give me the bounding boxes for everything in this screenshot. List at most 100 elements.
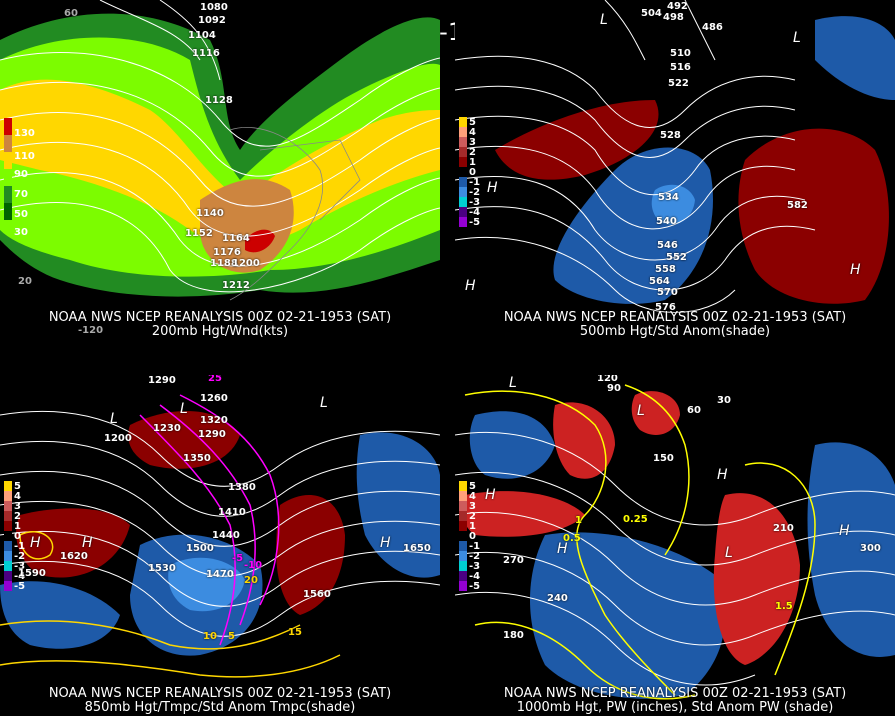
legend-tick: 4 xyxy=(469,491,476,502)
contour-label: 582 xyxy=(787,200,808,211)
contour-label: 1164 xyxy=(222,233,250,244)
legend-tick: -5 xyxy=(14,581,26,592)
legend-tick: -3 xyxy=(469,561,481,572)
temp-label: -5 xyxy=(232,553,244,564)
legend-200mb xyxy=(4,118,12,220)
contour-label: 1152 xyxy=(185,228,213,239)
contour-label: 558 xyxy=(655,264,676,275)
legend-tick: 70 xyxy=(14,189,28,200)
contour-label: 180 xyxy=(503,630,524,641)
high-marker: H xyxy=(380,535,391,551)
contour-label: 576 xyxy=(655,302,676,313)
contour-label: 1500 xyxy=(186,543,214,554)
high-marker: H xyxy=(82,535,93,551)
contour-label: 1410 xyxy=(218,507,246,518)
legend-tick: 2 xyxy=(14,511,21,522)
legend-tick: -4 xyxy=(469,571,481,582)
panel-caption-field: 1000mb Hgt, PW (inches), Std Anom PW (sh… xyxy=(516,700,834,715)
contour-label: 1470 xyxy=(206,569,234,580)
map-500mb xyxy=(455,0,895,340)
anom-neg-large xyxy=(530,532,725,699)
legend-tick: 0 xyxy=(469,167,476,178)
legend-tick: -5 xyxy=(469,581,481,592)
height-contours-1000mb xyxy=(455,432,895,686)
legend-tick: 4 xyxy=(469,127,476,138)
contour-label: 564 xyxy=(649,276,670,287)
low-marker: L xyxy=(637,403,645,419)
anom-pos-center xyxy=(713,493,800,665)
legend-tick: 1 xyxy=(14,521,21,532)
legend-tick: 110 xyxy=(14,151,35,162)
legend-1000mb xyxy=(459,481,467,591)
anom-pos-north xyxy=(553,402,615,479)
contour-label: 570 xyxy=(657,287,678,298)
legend-tick: 0 xyxy=(14,531,21,542)
panel-850mb-temp: 5 4 3 2 1 0 -1 -2 -3 -4 -5 1290 1260 123… xyxy=(0,375,440,716)
lat-label: 60 xyxy=(64,8,78,19)
legend-tick: 2 xyxy=(469,147,476,158)
contour-label: 504 xyxy=(641,8,662,19)
wind-core-red xyxy=(245,229,275,253)
contour-label: 516 xyxy=(670,62,691,73)
legend-tick: -4 xyxy=(469,207,481,218)
anom-neg-east xyxy=(807,442,895,657)
temp-label: 5 xyxy=(228,631,235,642)
contour-label: 1140 xyxy=(196,208,224,219)
height-contours-500mb xyxy=(455,0,816,313)
legend-tick: 3 xyxy=(469,501,476,512)
contour-label: 486 xyxy=(702,22,723,33)
contour-label: 1212 xyxy=(222,280,250,291)
contour-label: 1290 xyxy=(148,375,176,386)
high-marker: H xyxy=(557,541,568,557)
legend-tick: 130 xyxy=(14,128,35,139)
legend-500mb xyxy=(459,117,467,227)
contour-label: 240 xyxy=(547,593,568,604)
lon-label: -120 xyxy=(78,325,104,336)
contour-label: 546 xyxy=(657,240,678,251)
contour-label: 498 xyxy=(663,12,684,23)
anom-neg-east xyxy=(356,432,440,578)
high-marker: H xyxy=(487,180,498,196)
legend-tick: 0 xyxy=(469,531,476,542)
pw-label: 1.5 xyxy=(775,601,793,612)
temp-label: 25 xyxy=(208,375,222,384)
temp-label: 20 xyxy=(244,575,258,586)
low-marker: L xyxy=(793,30,801,46)
contour-label: 552 xyxy=(666,252,687,263)
low-marker: L xyxy=(600,12,608,28)
legend-tick: -4 xyxy=(14,571,26,582)
legend-tick: 3 xyxy=(14,501,21,512)
wind-band-orange xyxy=(200,179,294,273)
contour-label: 1620 xyxy=(60,551,88,562)
contour-label: 1200 xyxy=(104,433,132,444)
contour-label: 1260 xyxy=(200,393,228,404)
contour-label: 1380 xyxy=(228,482,256,493)
legend-tick: 5 xyxy=(469,117,476,128)
legend-tick: -3 xyxy=(14,561,26,572)
contour-label: 528 xyxy=(660,130,681,141)
anom-neg-sw xyxy=(0,581,120,649)
contour-label: 150 xyxy=(653,453,674,464)
legend-tick: 2 xyxy=(469,511,476,522)
pw-contours xyxy=(464,384,816,700)
wind-band-yellow xyxy=(0,79,440,245)
contour-label: 1530 xyxy=(148,563,176,574)
legend-tick: -1 xyxy=(469,541,481,552)
anom-pos-west xyxy=(495,100,659,180)
legend-tick: 3 xyxy=(469,137,476,148)
contour-label: 1440 xyxy=(212,530,240,541)
map-850mb xyxy=(0,375,440,716)
panel-caption-field: 850mb Hgt/Tmpc/Std Anom Tmpc(shade) xyxy=(84,700,356,715)
anom-pos-east xyxy=(276,495,345,615)
high-marker: H xyxy=(485,487,496,503)
anom-neg-core xyxy=(168,557,245,612)
high-marker: H xyxy=(850,262,861,278)
contour-label: 1080 xyxy=(200,2,228,13)
legend-850mb xyxy=(4,481,12,591)
anom-neg-ne xyxy=(815,16,895,101)
height-contours-200mb xyxy=(0,0,440,293)
anom-neg-nw xyxy=(469,411,555,479)
pw-label: 0.25 xyxy=(623,514,648,525)
legend-tick: -5 xyxy=(469,217,481,228)
panel-caption-source: NOAA NWS NCEP REANALYSIS 00Z 02-21-1953 … xyxy=(503,686,847,701)
